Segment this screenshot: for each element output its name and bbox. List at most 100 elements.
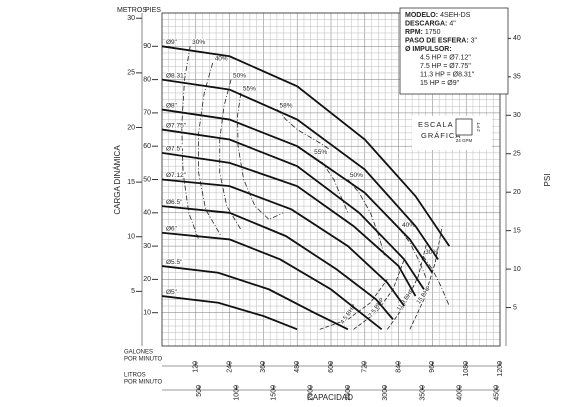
y-tick-label: 10 [143,310,151,317]
gpm-tick-label: 600 [328,361,335,373]
info-line: PASO DE ESFERA: 3" [405,37,478,44]
info-value: 4SEH-DS [440,12,471,19]
info-label: DESCARGA: [405,20,447,27]
gpm-tick-label: 360 [260,361,267,373]
scale-square [455,118,473,136]
lpm-tick-label: 3000 [382,385,389,401]
meters-axis-title: METROS [117,7,147,14]
info-value: 3" [471,37,478,44]
impeller-label: Ø6.5" [166,199,183,206]
efficiency-label: 30% [192,39,205,46]
feet-axis-title: PIES [145,7,161,14]
psi-tick-label: 5 [513,304,517,311]
impeller-curve [161,231,383,331]
lpm-axis-title: LITROS [124,373,146,379]
hp-line: 15 HP = Ø9" [420,80,460,87]
impeller-label: Ø5" [166,289,178,296]
efficiency-curve [198,62,222,237]
scale-gpm: 24 GPM [456,138,473,143]
meters-tick-label: 30 [127,15,135,22]
impeller-curve [161,205,394,320]
impeller-label: Ø9" [166,39,178,46]
psi-tick-label: 30 [513,112,521,119]
y-tick-label: 70 [143,110,151,117]
hp-line: 11.3 HP = Ø8.31" [420,71,475,78]
info-box [399,7,509,95]
lpm-tick-label: 1000 [233,385,240,401]
impeller-label: Ø8" [166,102,178,109]
psi-tick-label: 10 [513,266,521,273]
info-label: RPM: [405,29,423,36]
meters-tick-label: 20 [127,124,135,131]
impeller-curve [161,295,298,331]
efficiency-label: 55% [243,86,256,93]
meters-tick-label: 5 [131,288,135,295]
gpm-tick-label: 1080 [463,361,470,377]
impeller-label: Ø5.5" [166,259,183,266]
meters-tick-label: 10 [127,234,135,241]
gpm-axis-title: POR MINUTO [124,357,163,363]
y-tick-label: 30 [143,243,151,250]
y-tick-label: 20 [143,276,151,283]
psi-tick-label: 20 [513,189,521,196]
info-value: 1750 [425,29,441,36]
x-axis-title: CAPACIDAD [307,393,353,402]
efficiency-label: 40% [402,222,415,229]
gpm-axis-title: GALONES [124,350,153,356]
y-tick-label: 60 [143,143,151,150]
gpm-tick-label: 840 [395,361,402,373]
impeller-curve [161,108,434,274]
impeller-label: Ø7.12" [166,172,187,179]
gpm-tick-label: 480 [294,361,301,373]
efficiency-label: 50% [233,72,246,79]
y-tick-label: 80 [143,76,151,83]
impeller-label: Ø7.5" [166,146,183,153]
efficiency-label: 40% [215,56,228,63]
lpm-tick-label: 4000 [457,385,464,401]
power-label: 15 BHP [416,285,433,305]
power-curve [409,226,443,330]
impeller-label: Ø6" [166,225,178,232]
psi-tick-label: 15 [513,227,521,234]
efficiency-curve [181,46,199,240]
impeller-label: Ø8.31" [166,72,187,79]
efficiency-curve [311,155,349,213]
gpm-tick-label: 240 [226,361,233,373]
lpm-tick-label: 4500 [494,385,501,401]
scale-title: GRÁFICA [421,131,461,140]
hp-line: 4.5 HP = Ø7.12" [420,54,471,61]
lpm-tick-label: 2000 [308,385,315,401]
lpm-axis-title: POR MINUTO [124,380,163,386]
gpm-tick-label: 960 [429,361,436,373]
y-tick-label: 90 [143,43,151,50]
impeller-curve [161,128,425,290]
meters-tick-label: 25 [127,70,135,77]
hp-line: 7.5 HP = Ø7.75" [420,63,471,70]
scale-title: ESCALA [418,120,454,129]
impeller-curve [161,265,349,331]
impeller-label: Ø7.75" [166,122,187,129]
efficiency-label: 30% [425,249,438,256]
info-line: DESCARGA: 4" [405,20,456,27]
gpm-tick-label: 720 [362,361,369,373]
impeller-curve [161,45,451,247]
efficiency-label: 58% [279,102,292,109]
psi-axis-title: PSI [543,174,552,187]
lpm-tick-label: 2500 [345,385,352,401]
efficiency-curve [237,92,284,220]
y-axis-title: CARGA DINÁMICA [113,145,122,215]
info-line: Ø IMPULSOR: [405,46,452,53]
info-value: 4" [449,20,456,27]
efficiency-curve [219,79,242,230]
impeller-curve [161,178,405,307]
power-curve [353,259,405,330]
lpm-tick-label: 1500 [270,385,277,401]
impeller-curve [161,151,417,297]
info-label: PASO DE ESFERA: [405,37,469,44]
y-tick-label: 50 [143,176,151,183]
lpm-tick-label: 3500 [419,385,426,401]
efficiency-label: 55% [314,149,327,156]
y-tick-label: 40 [143,210,151,217]
efficiency-curve [277,109,331,150]
